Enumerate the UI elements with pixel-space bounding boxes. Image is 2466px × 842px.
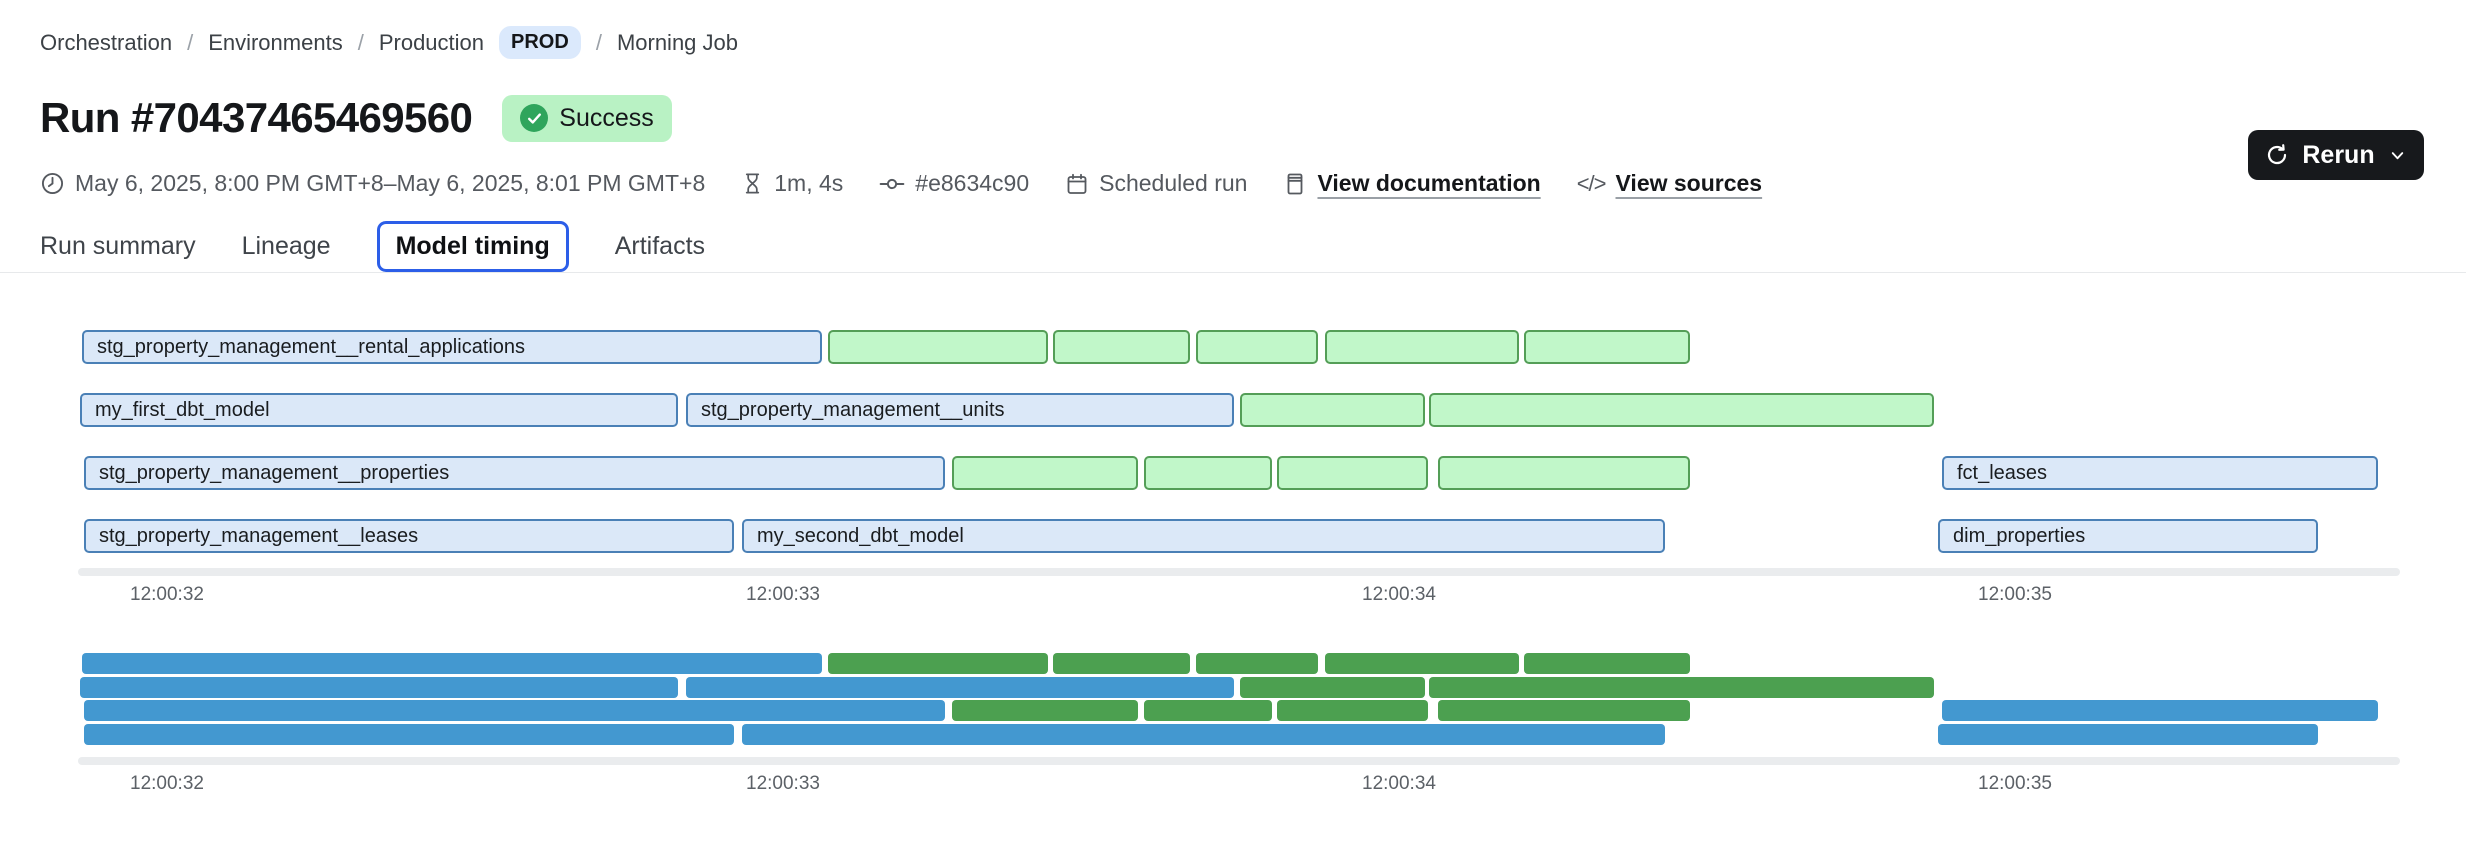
gantt-bar-fct_leases[interactable]: fct_leases <box>1942 456 2378 490</box>
breadcrumb-separator: / <box>187 29 194 55</box>
breadcrumb-item-morning-job[interactable]: Morning Job <box>616 29 739 55</box>
minimap-bar <box>1942 700 2378 721</box>
axis-tick: 12:00:34 <box>1362 584 1436 605</box>
page-title: Run #70437465469560 <box>40 94 473 141</box>
documentation-icon <box>1288 173 1303 194</box>
minimap-bar <box>80 676 678 698</box>
gantt-bar-unlabeled[interactable] <box>828 330 1048 364</box>
run-tabs: Run summary Lineage Model timing Artifac… <box>40 220 706 272</box>
gantt-bar-my_second_dbt_model[interactable]: my_second_dbt_model <box>742 519 1665 553</box>
breadcrumb-item-orchestration[interactable]: Orchestration <box>40 29 173 55</box>
gantt-bar-unlabeled[interactable] <box>1277 456 1428 490</box>
minimap-bar <box>1429 676 1934 698</box>
status-label: Success <box>559 103 654 132</box>
run-duration: 1m, 4s <box>741 170 843 197</box>
clock-icon <box>41 172 64 195</box>
tabs-divider <box>0 272 2466 273</box>
rerun-button[interactable]: Rerun <box>2248 130 2424 180</box>
gantt-bar-unlabeled[interactable] <box>952 456 1138 490</box>
run-commit: #e8634c90 <box>879 170 1029 197</box>
minimap-bar <box>1277 700 1428 721</box>
run-commit-label: #e8634c90 <box>915 170 1030 196</box>
tab-artifacts[interactable]: Artifacts <box>614 231 706 260</box>
horizontal-scrollbar[interactable] <box>78 757 2400 765</box>
axis-tick: 12:00:35 <box>1978 584 2052 605</box>
run-time-range: May 6, 2025, 8:00 PM GMT+8–May 6, 2025, … <box>40 170 705 197</box>
axis-tick: 12:00:32 <box>130 584 204 605</box>
breadcrumb-item-production[interactable]: Production <box>378 29 485 55</box>
minimap-bar <box>1053 653 1190 674</box>
gantt-bar-unlabeled[interactable] <box>1438 456 1690 490</box>
commit-icon <box>879 178 905 189</box>
horizontal-scrollbar[interactable] <box>78 568 2400 576</box>
tab-lineage[interactable]: Lineage <box>241 231 331 260</box>
gantt-bar-stg_property_management__leases[interactable]: stg_property_management__leases <box>84 519 734 553</box>
environment-badge: PROD <box>499 26 581 59</box>
minimap-bar <box>1524 653 1690 674</box>
breadcrumb-separator: / <box>357 29 364 55</box>
breadcrumb-item-environments[interactable]: Environments <box>208 29 343 55</box>
gantt-bar-unlabeled[interactable] <box>1196 330 1318 364</box>
axis-tick: 12:00:33 <box>746 773 820 794</box>
view-sources[interactable]: </> View sources <box>1577 170 1762 197</box>
gantt-bar-stg_property_management__properties[interactable]: stg_property_management__properties <box>84 456 945 490</box>
gantt-bar-unlabeled[interactable] <box>1240 393 1425 427</box>
axis-tick: 12:00:33 <box>746 584 820 605</box>
view-sources-link[interactable]: View sources <box>1615 170 1763 196</box>
minimap-bar <box>1325 653 1519 674</box>
calendar-icon <box>1067 173 1087 194</box>
minimap-bar <box>1240 676 1425 698</box>
gantt-bar-unlabeled[interactable] <box>1325 330 1519 364</box>
minimap-bar <box>952 700 1138 721</box>
status-badge: Success <box>502 94 672 142</box>
gantt-bar-stg_property_management__units[interactable]: stg_property_management__units <box>686 393 1234 427</box>
run-meta-row: May 6, 2025, 8:00 PM GMT+8–May 6, 2025, … <box>40 170 1762 197</box>
minimap-bar <box>686 676 1234 698</box>
breadcrumb: Orchestration / Environments / Productio… <box>40 26 738 59</box>
time-axis-minimap: 12:00:32 12:00:33 12:00:34 12:00:35 <box>0 773 2466 799</box>
minimap-bar <box>742 723 1665 745</box>
gantt-bar-my_first_dbt_model[interactable]: my_first_dbt_model <box>80 393 678 427</box>
tab-model-timing[interactable]: Model timing <box>376 220 569 272</box>
run-time-range-label: May 6, 2025, 8:00 PM GMT+8–May 6, 2025, … <box>75 170 706 196</box>
success-check-icon <box>520 104 549 132</box>
minimap-bar <box>84 700 945 721</box>
breadcrumb-separator: / <box>595 29 602 55</box>
run-trigger: Scheduled run <box>1065 170 1247 197</box>
gantt-bar-unlabeled[interactable] <box>1053 330 1190 364</box>
time-axis-main: 12:00:32 12:00:33 12:00:34 12:00:35 <box>0 584 2466 610</box>
hourglass-icon <box>746 173 760 194</box>
minimap-bar <box>828 653 1048 674</box>
gantt-bar-unlabeled[interactable] <box>1429 393 1934 427</box>
gantt-bar-stg_property_management__rental_applications[interactable]: stg_property_management__rental_applicat… <box>82 330 822 364</box>
minimap-bar <box>1196 653 1318 674</box>
minimap-bar <box>84 723 734 745</box>
code-icon: </> <box>1576 170 1607 196</box>
axis-tick: 12:00:32 <box>130 773 204 794</box>
view-documentation[interactable]: View documentation <box>1283 170 1541 197</box>
gantt-bar-dim_properties[interactable]: dim_properties <box>1938 519 2318 553</box>
minimap-bar <box>1938 723 2318 745</box>
gantt-bar-unlabeled[interactable] <box>1524 330 1690 364</box>
chevron-down-icon <box>2391 151 2403 159</box>
tab-run-summary[interactable]: Run summary <box>40 231 196 260</box>
minimap-bar <box>1144 700 1272 721</box>
gantt-chart: stg_property_management__rental_applicat… <box>0 330 2466 558</box>
minimap-bar <box>82 653 822 674</box>
rerun-label: Rerun <box>2302 140 2375 169</box>
run-duration-label: 1m, 4s <box>774 170 844 196</box>
run-trigger-label: Scheduled run <box>1099 170 1248 196</box>
gantt-minimap[interactable] <box>0 653 2466 749</box>
minimap-bar <box>1438 700 1690 721</box>
axis-tick: 12:00:34 <box>1362 773 1436 794</box>
axis-tick: 12:00:35 <box>1978 773 2052 794</box>
gantt-bar-unlabeled[interactable] <box>1144 456 1272 490</box>
refresh-icon <box>2268 144 2287 165</box>
view-documentation-link[interactable]: View documentation <box>1317 170 1541 196</box>
title-row: Run #70437465469560 Success <box>40 94 672 142</box>
